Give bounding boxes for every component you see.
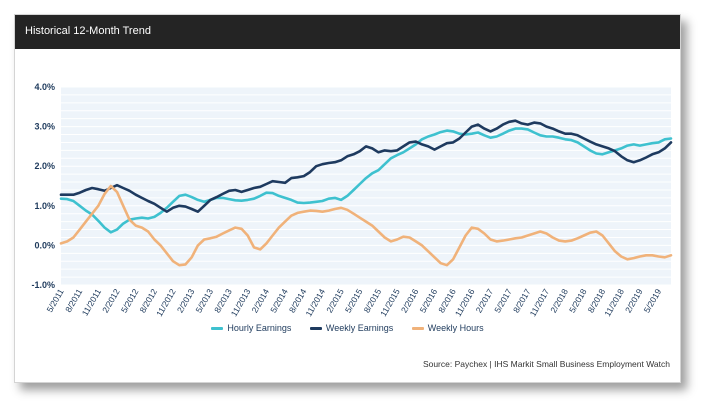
legend-item-hourly-earnings: Hourly Earnings xyxy=(211,323,291,333)
series-line-hourly xyxy=(59,127,673,234)
y-tick-label: 0.0% xyxy=(34,240,55,250)
legend-swatch-weekly xyxy=(309,327,322,331)
y-tick-label: 3.0% xyxy=(34,122,55,132)
y-tick-label: 4.0% xyxy=(34,82,55,92)
chart-legend: Hourly Earnings Weekly Earnings Weekly H… xyxy=(15,323,680,333)
chart-card: Historical 12-Month Trend 4.0% 3.0% 2.0% 1.… xyxy=(14,14,681,383)
legend-label-weekly: Weekly Earnings xyxy=(325,323,394,333)
source-note: Source: Paychex | IHS Markit Small Busin… xyxy=(422,359,670,369)
series-line-weekly xyxy=(59,119,673,213)
y-tick-label: 1.0% xyxy=(34,201,55,211)
legend-item-weekly-hours: Weekly Hours xyxy=(411,323,484,333)
plot-area xyxy=(61,87,671,285)
legend-item-weekly-earnings: Weekly Earnings xyxy=(309,323,394,333)
x-tick-label: 5/2011 xyxy=(44,287,65,314)
legend-label-hourly: Hourly Earnings xyxy=(227,323,292,333)
legend-swatch-hours xyxy=(411,327,424,331)
legend-swatch-hourly xyxy=(211,327,224,331)
line-chart: 4.0%3.0%2.0%1.0%0.0%-1.0%5/20118/201111/… xyxy=(31,82,673,318)
card-header: Historical 12-Month Trend xyxy=(15,15,680,49)
x-tick-label: 5/2019 xyxy=(642,287,664,315)
y-tick-label: 2.0% xyxy=(34,161,55,171)
y-tick-label: -1.0% xyxy=(31,280,55,290)
card-title: Historical 12-Month Trend xyxy=(25,25,151,37)
series-line-hours xyxy=(59,184,673,267)
legend-label-hours: Weekly Hours xyxy=(427,323,484,333)
